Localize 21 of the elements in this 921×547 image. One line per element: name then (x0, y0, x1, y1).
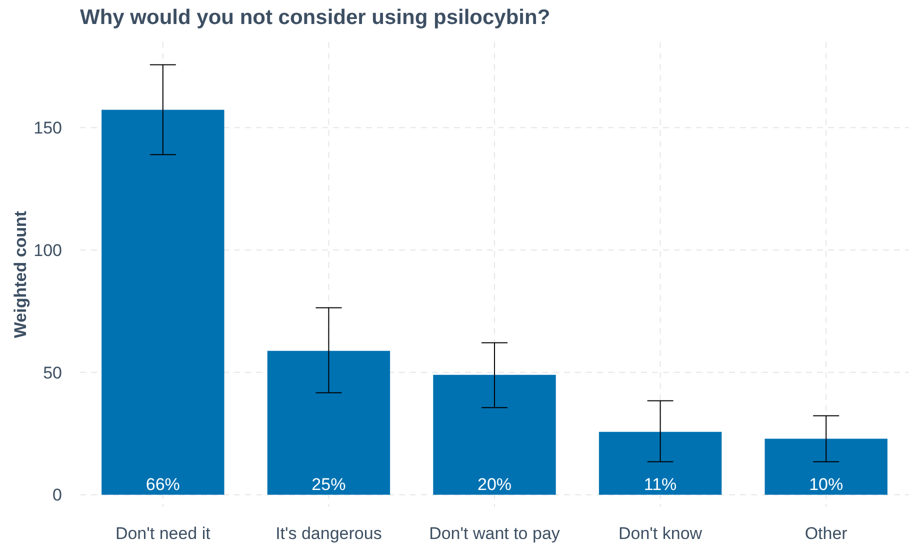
y-tick-label: 150 (34, 118, 62, 138)
x-tick-label: Don't need it (115, 524, 211, 543)
annotation: 10% (809, 474, 844, 494)
bar (102, 110, 224, 495)
y-axis-title: Weighted count (11, 210, 30, 338)
annotation: 11% (644, 474, 677, 494)
bar (433, 374, 556, 495)
y-tick-label: 0 (52, 486, 62, 505)
x-tick-label: It's dangerous (276, 524, 382, 543)
x-tick-label: Don't know (618, 524, 703, 543)
bar (764, 438, 888, 495)
y-tick-label: 100 (34, 240, 62, 260)
y-tick-label: 50 (43, 363, 62, 382)
x-tick-label: Other (804, 524, 848, 543)
bar (267, 350, 390, 495)
chart-title: Why would you not consider using psilocybin? (80, 6, 550, 29)
annotation: 66% (146, 474, 180, 494)
annotation: 20% (477, 474, 512, 494)
x-tick-label: Don't want to pay (429, 524, 560, 543)
bar (598, 432, 722, 495)
annotation: 25% (312, 474, 346, 494)
